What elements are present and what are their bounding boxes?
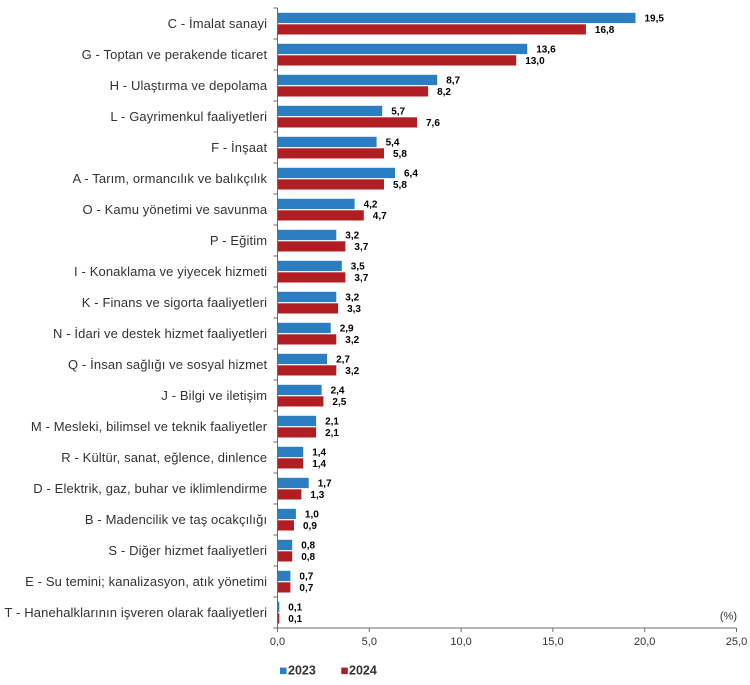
svg-text:L - Gayrimenkul faaliyetleri: L - Gayrimenkul faaliyetleri — [110, 109, 267, 124]
svg-text:T - Hanehalklarının işveren ol: T - Hanehalklarının işveren olarak faali… — [5, 605, 268, 620]
svg-text:2,9: 2,9 — [340, 324, 354, 335]
svg-text:3,7: 3,7 — [354, 242, 368, 253]
svg-text:5,0: 5,0 — [362, 636, 377, 648]
svg-text:1,3: 1,3 — [310, 490, 324, 501]
svg-text:3,5: 3,5 — [351, 262, 365, 273]
svg-text:2,1: 2,1 — [325, 417, 339, 428]
svg-text:0,8: 0,8 — [301, 552, 315, 563]
svg-text:15,0: 15,0 — [542, 636, 563, 648]
svg-text:0,9: 0,9 — [303, 521, 317, 532]
svg-text:4,2: 4,2 — [364, 200, 378, 211]
svg-text:0,7: 0,7 — [299, 583, 313, 594]
svg-text:M - Mesleki, bilimsel ve tekni: M - Mesleki, bilimsel ve teknik faaliyet… — [31, 419, 268, 434]
svg-text:I - Konaklama ve yiyecek hizme: I - Konaklama ve yiyecek hizmeti — [74, 264, 267, 279]
svg-text:5,8: 5,8 — [393, 180, 407, 191]
svg-text:A - Tarım, ormancılık ve balık: A - Tarım, ormancılık ve balıkçılık — [73, 171, 268, 186]
svg-text:3,2: 3,2 — [345, 366, 359, 377]
svg-text:3,7: 3,7 — [354, 273, 368, 284]
svg-text:4,7: 4,7 — [373, 211, 387, 222]
svg-text:13,0: 13,0 — [525, 56, 545, 67]
svg-text:B - Madencilik ve taş ocakçılı: B - Madencilik ve taş ocakçılığı — [85, 512, 267, 527]
svg-text:G - Toptan ve perakende ticare: G - Toptan ve perakende ticaret — [82, 47, 268, 62]
svg-text:2,1: 2,1 — [325, 428, 339, 439]
svg-text:8,7: 8,7 — [446, 76, 460, 87]
svg-text:19,5: 19,5 — [645, 14, 665, 25]
svg-text:5,7: 5,7 — [391, 107, 405, 118]
svg-text:25,0: 25,0 — [726, 636, 747, 648]
svg-text:0,1: 0,1 — [288, 603, 302, 614]
svg-text:5,8: 5,8 — [393, 149, 407, 160]
svg-text:E - Su temini; kanalizasyon, a: E - Su temini; kanalizasyon, atık yöneti… — [25, 574, 267, 589]
svg-text:1,4: 1,4 — [312, 459, 326, 470]
svg-text:Q - İnsan sağlığı ve sosyal hi: Q - İnsan sağlığı ve sosyal hizmet — [68, 357, 267, 372]
svg-text:0,0: 0,0 — [270, 636, 285, 648]
svg-text:13,6: 13,6 — [536, 45, 556, 56]
svg-text:O - Kamu yönetimi ve savunma: O - Kamu yönetimi ve savunma — [82, 202, 267, 217]
svg-text:J - Bilgi ve iletişim: J - Bilgi ve iletişim — [161, 388, 267, 403]
svg-text:3,2: 3,2 — [345, 293, 359, 304]
svg-text:R - Kültür, sanat, eğlence, di: R - Kültür, sanat, eğlence, dinlence — [61, 450, 267, 465]
svg-text:20,0: 20,0 — [634, 636, 655, 648]
svg-text:6,4: 6,4 — [404, 169, 418, 180]
svg-text:2,7: 2,7 — [336, 355, 350, 366]
svg-text:3,2: 3,2 — [345, 335, 359, 346]
svg-text:(%): (%) — [720, 611, 737, 623]
svg-text:0,8: 0,8 — [301, 541, 315, 552]
svg-text:7,6: 7,6 — [426, 118, 440, 129]
svg-text:H - Ulaştırma ve depolama: H - Ulaştırma ve depolama — [110, 78, 268, 93]
svg-text:3,2: 3,2 — [345, 231, 359, 242]
svg-text:1,0: 1,0 — [305, 510, 319, 521]
svg-text:16,8: 16,8 — [595, 25, 615, 36]
svg-text:0,1: 0,1 — [288, 614, 302, 625]
svg-text:5,4: 5,4 — [386, 138, 400, 149]
svg-text:1,4: 1,4 — [312, 448, 326, 459]
svg-text:2,5: 2,5 — [332, 397, 346, 408]
svg-text:F - İnşaat: F - İnşaat — [211, 140, 267, 155]
svg-text:N - İdari ve destek hizmet faa: N - İdari ve destek hizmet faaliyetleri — [53, 326, 267, 341]
svg-text:8,2: 8,2 — [437, 87, 451, 98]
svg-text:C - İmalat sanayi: C - İmalat sanayi — [168, 16, 268, 31]
svg-text:10,0: 10,0 — [450, 636, 471, 648]
svg-text:3,3: 3,3 — [347, 304, 361, 315]
svg-text:K - Finans ve sigorta faaliyet: K - Finans ve sigorta faaliyetleri — [82, 295, 267, 310]
svg-text:2023: 2023 — [288, 664, 316, 678]
svg-text:P - Eğitim: P - Eğitim — [210, 233, 267, 248]
svg-text:S - Diğer hizmet faaliyetleri: S - Diğer hizmet faaliyetleri — [108, 543, 267, 558]
svg-text:2,4: 2,4 — [331, 386, 345, 397]
svg-text:D - Elektrik, gaz, buhar ve ik: D - Elektrik, gaz, buhar ve iklimlendirm… — [33, 481, 267, 496]
svg-text:1,7: 1,7 — [318, 479, 332, 490]
svg-text:0,7: 0,7 — [299, 572, 313, 583]
svg-text:2024: 2024 — [349, 664, 377, 678]
